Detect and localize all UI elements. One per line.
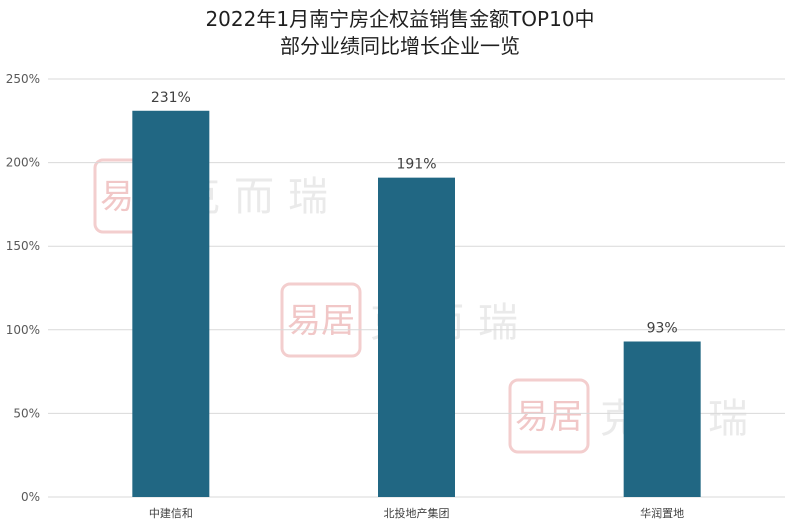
x-category-label: 北投地产集团 [384, 506, 450, 520]
watermark-1: 易居 克而瑞 [93, 158, 328, 234]
bar [623, 341, 701, 497]
bars [132, 110, 701, 497]
y-tick-label: 250% [6, 72, 40, 86]
x-category-label: 中建信和 [149, 506, 193, 520]
y-tick-label: 0% [21, 490, 40, 504]
x-category-label: 华润置地 [640, 506, 684, 520]
y-tick-label: 100% [6, 323, 40, 337]
watermark-seal-3 [508, 378, 590, 454]
watermark-seal-text-2: 易居 [287, 301, 355, 341]
chart-title-line-2: 部分业绩同比增长企业一览 [280, 34, 520, 58]
y-tick-label: 150% [6, 239, 40, 253]
data-label: 191% [396, 157, 436, 173]
watermark-seal-text-3: 易居 [515, 397, 583, 437]
watermark-seal-2 [280, 282, 362, 358]
bar [378, 177, 455, 497]
y-tick-label: 50% [13, 406, 40, 420]
bar [132, 110, 210, 497]
data-label: 93% [647, 321, 678, 337]
data-labels: 231% 191% 93% [151, 90, 678, 337]
y-tick-label: 200% [6, 156, 40, 170]
y-axis: 0% 50% 100% 150% 200% 250% [6, 72, 40, 504]
data-label: 231% [151, 90, 191, 106]
x-axis: 中建信和 北投地产集团 华润置地 [149, 506, 684, 520]
chart-title-line-1: 2022年1月南宁房企权益销售金额TOP10中 [205, 7, 594, 31]
